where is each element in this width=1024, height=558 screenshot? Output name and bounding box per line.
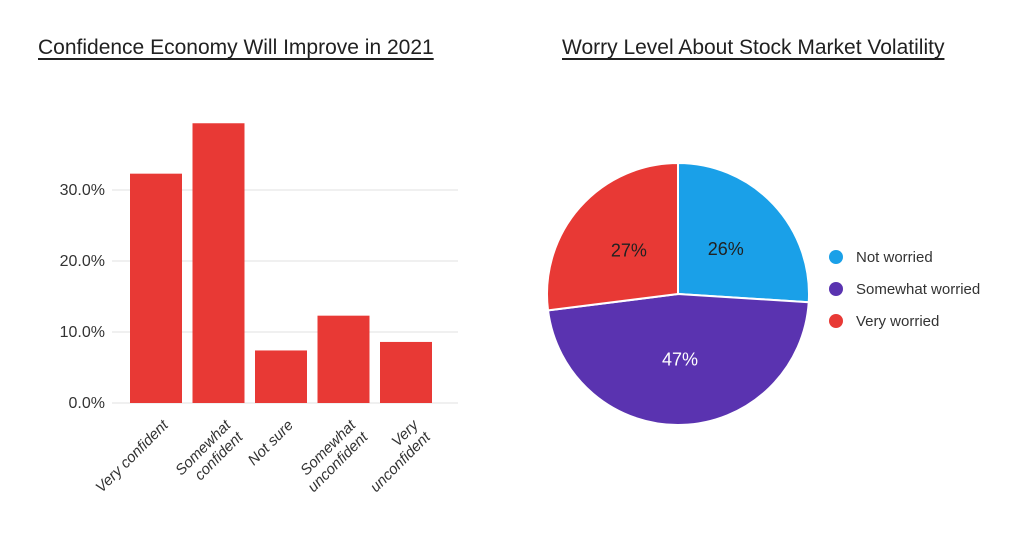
x-category-label: Not sure [245, 417, 297, 469]
pie-chart: 26% 47% 27% Not worried Somewhat worried Very… [546, 162, 980, 427]
x-category-label-line: Very confident [92, 416, 172, 496]
y-tick-label: 30.0% [60, 182, 105, 199]
bar-chart-title: Confidence Economy Will Improve in 2021 [38, 36, 434, 59]
x-category-label-line: Not sure [245, 417, 297, 469]
pie-value-label: 47% [662, 349, 698, 369]
pie-value-label: 27% [611, 241, 647, 261]
legend-swatch-icon [829, 250, 843, 264]
x-category-label: Very confident [92, 416, 172, 496]
legend-label: Somewhat worried [856, 281, 980, 298]
legend-label: Very worried [856, 313, 939, 330]
bar-3 [317, 315, 370, 403]
y-tick-label: 20.0% [60, 253, 105, 270]
y-tick-label: 0.0% [69, 395, 105, 412]
y-tick-label: 10.0% [60, 324, 105, 341]
bar-2 [255, 350, 307, 403]
pie-chart-title: Worry Level About Stock Market Volatilit… [562, 36, 945, 59]
pie-value-label: 26% [708, 239, 744, 259]
bar-1 [192, 123, 245, 403]
bar-4 [380, 341, 432, 403]
pie-slice-1 [547, 293, 810, 427]
legend-swatch-icon [829, 314, 843, 328]
legend-label: Not worried [856, 249, 933, 266]
bar-chart: 0.0%10.0%20.0%30.0%Very confident Somewha… [60, 123, 458, 496]
pie-slice-0 [677, 162, 810, 304]
pie-slice-2 [546, 162, 679, 312]
bar-0 [130, 173, 182, 403]
legend-swatch-icon [829, 282, 843, 296]
